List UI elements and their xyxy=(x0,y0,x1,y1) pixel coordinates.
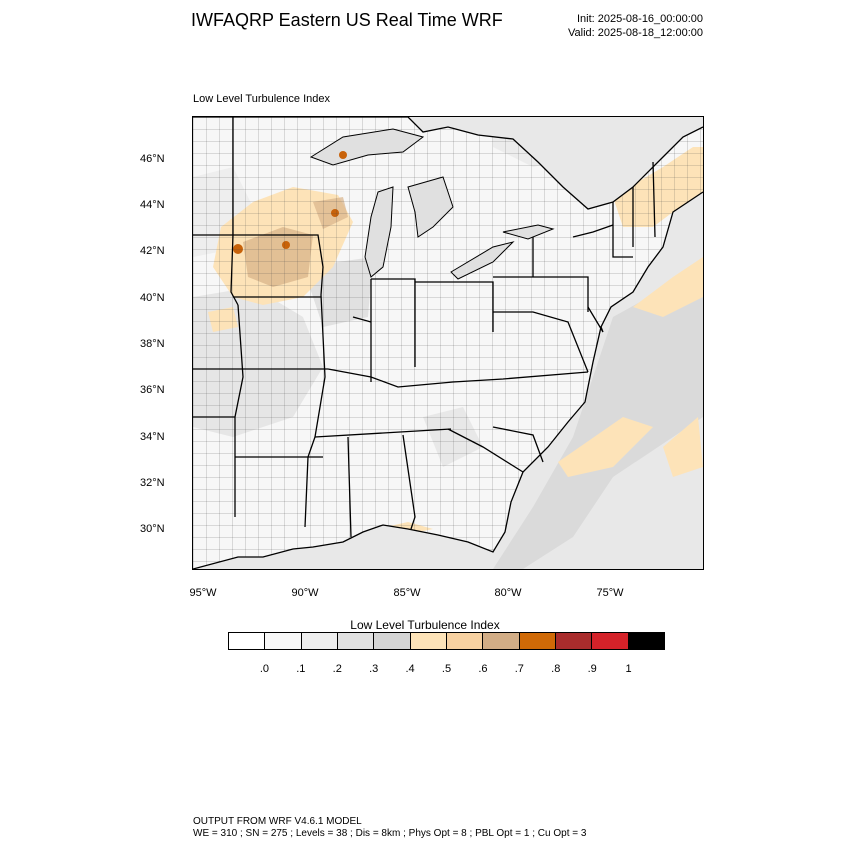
lon-label: 75°W xyxy=(596,587,624,599)
lake-erie xyxy=(450,241,515,280)
colorbar-label: .6 xyxy=(478,663,488,675)
colorbar-label: .4 xyxy=(405,663,415,675)
lon-label: 90°W xyxy=(291,587,319,599)
colorbar-label: .3 xyxy=(369,663,379,675)
colorbar-swatch xyxy=(265,633,302,649)
lake-ontario xyxy=(502,224,555,240)
lon-label: 95°W xyxy=(189,587,217,599)
map-subtitle: Low Level Turbulence Index xyxy=(193,93,330,105)
lake-turbulence-core xyxy=(339,151,347,159)
init-time: Init: 2025-08-16_00:00:00 xyxy=(577,13,703,25)
lat-label: 36°N xyxy=(140,384,165,396)
lake-michigan xyxy=(364,186,394,278)
lat-label: 42°N xyxy=(140,245,165,257)
lat-label: 30°N xyxy=(140,523,165,535)
colorbar-swatch xyxy=(446,633,484,649)
ocean-band xyxy=(493,267,703,569)
lat-label: 34°N xyxy=(140,431,165,443)
colorbar-swatch xyxy=(592,633,629,649)
colorbar-label: .2 xyxy=(332,663,342,675)
colorbar-swatch xyxy=(374,633,411,649)
footer-model: OUTPUT FROM WRF V4.6.1 MODEL xyxy=(193,816,362,827)
lat-label: 44°N xyxy=(140,199,165,211)
colorbar-swatch xyxy=(301,633,338,649)
lake-huron xyxy=(407,176,454,238)
lake-superior xyxy=(309,128,425,166)
colorbar-swatch xyxy=(229,633,266,649)
lat-label: 40°N xyxy=(140,292,165,304)
colorbar-swatch xyxy=(410,633,447,649)
colorbar-label: .1 xyxy=(296,663,306,675)
map-svg xyxy=(193,117,703,569)
ocean-turbulence-patch xyxy=(633,257,703,317)
colorbar-swatch xyxy=(337,633,375,649)
lon-label: 80°W xyxy=(494,587,522,599)
colorbar-swatch xyxy=(483,633,520,649)
lat-label: 46°N xyxy=(140,153,165,165)
ocean-turbulence-patch xyxy=(558,417,653,477)
state-borders xyxy=(193,117,703,569)
ocean-turbulence-patch xyxy=(663,417,703,477)
colorbar-swatch xyxy=(628,633,664,649)
colorbar xyxy=(228,632,665,650)
colorbar-label: 1 xyxy=(625,663,632,675)
map-panel xyxy=(192,116,704,570)
colorbar-label: .8 xyxy=(551,663,561,675)
lat-label: 32°N xyxy=(140,477,165,489)
colorbar-label: .5 xyxy=(441,663,452,675)
colorbar-label: .0 xyxy=(259,663,269,675)
colorbar-label: .7 xyxy=(514,663,524,675)
main-title: IWFAQRP Eastern US Real Time WRF xyxy=(191,10,503,30)
colorbar-swatch xyxy=(519,633,556,649)
lat-label: 38°N xyxy=(140,338,165,350)
colorbar-swatch xyxy=(555,633,593,649)
lon-label: 85°W xyxy=(393,587,421,599)
valid-time: Valid: 2025-08-18_12:00:00 xyxy=(568,27,703,39)
footer-params: WE = 310 ; SN = 275 ; Levels = 38 ; Dis … xyxy=(193,828,587,839)
colorbar-title: Low Level Turbulence Index xyxy=(350,618,500,632)
colorbar-label: .9 xyxy=(587,663,597,675)
